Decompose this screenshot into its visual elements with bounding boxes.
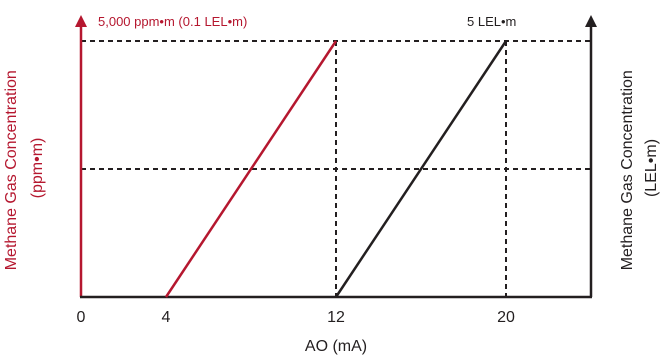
- series-line-1: [334, 40, 508, 298]
- data-series: [164, 40, 508, 298]
- left-series-full-scale-label: 5,000 ppm•m (0.1 LEL•m): [98, 14, 247, 29]
- x-tick-labels: 0 4 12 20: [77, 309, 515, 326]
- series-line-0: [164, 40, 338, 298]
- right-y-axis-title-line2: (LEL•m): [643, 139, 660, 197]
- chart-axes: [75, 15, 597, 299]
- right-series-full-scale-label: 5 LEL•m: [467, 14, 516, 29]
- x-tick-label: 20: [497, 309, 515, 326]
- right-y-axis-arrow: [585, 15, 597, 27]
- right-y-axis-title-line1: Methane Gas Concentration: [619, 70, 636, 270]
- left-y-axis-title-line2: (ppm•m): [29, 138, 46, 199]
- left-y-axis-title-line1: Methane Gas Concentration: [3, 70, 20, 270]
- x-tick-label: 0: [77, 309, 86, 326]
- x-tick-label: 4: [162, 309, 171, 326]
- x-tick-label: 12: [327, 309, 345, 326]
- right-y-axis-title: Methane Gas Concentration (LEL•m): [619, 66, 660, 271]
- x-axis-title: AO (mA): [305, 338, 367, 355]
- left-y-axis-arrow: [75, 15, 87, 27]
- left-y-axis-title: Methane Gas Concentration (ppm•m): [3, 66, 46, 271]
- reference-grid: [81, 40, 591, 297]
